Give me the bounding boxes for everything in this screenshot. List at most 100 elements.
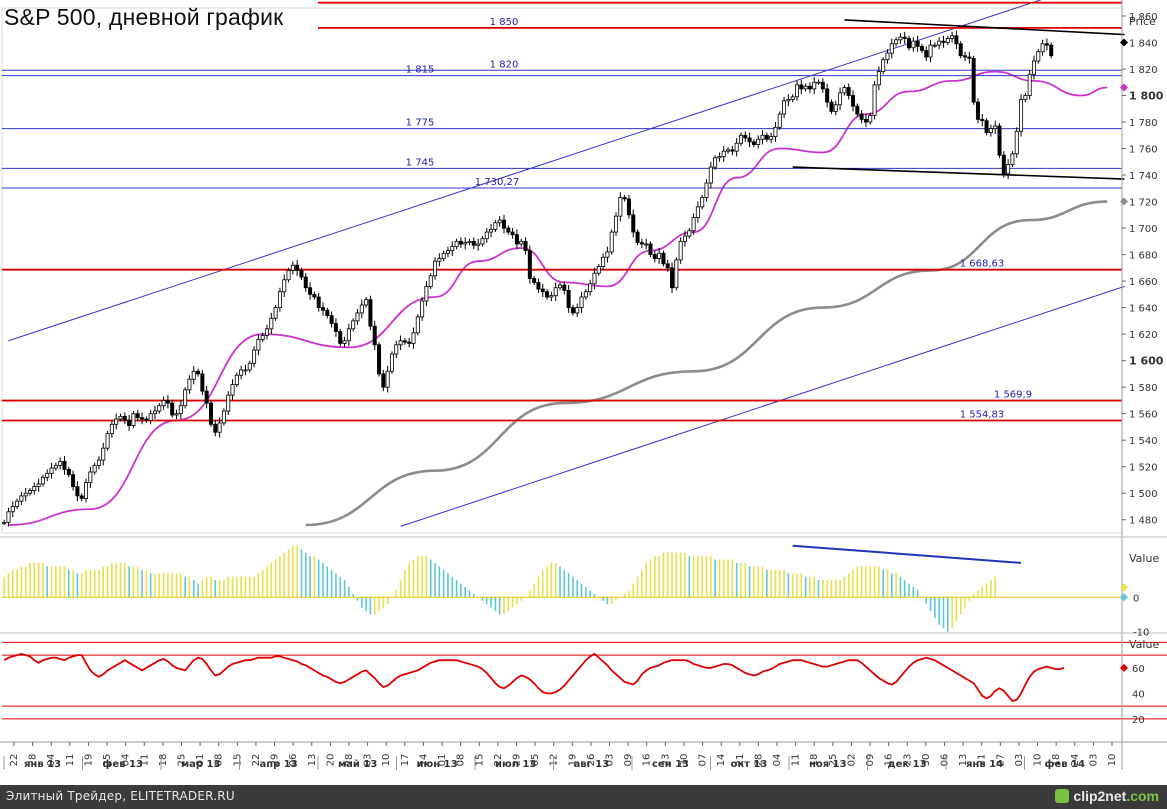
time-axis-tick-label: 15	[232, 754, 243, 767]
time-axis-tick-label: 06	[288, 754, 299, 767]
price-bar-body	[579, 296, 584, 309]
price-bar-body	[639, 242, 644, 245]
level-label: 1 820	[490, 59, 519, 70]
price-bar-body	[105, 433, 110, 449]
time-axis-tick-label: 25	[102, 754, 113, 767]
time-axis-tick-label: 11	[139, 754, 150, 767]
price-bar-body	[575, 307, 580, 314]
level-label: 1 815	[406, 65, 435, 76]
price-bar-body	[932, 44, 937, 47]
price-bar-body	[549, 295, 554, 298]
level-label: 1 870	[490, 0, 519, 3]
price-bar-body	[260, 335, 265, 340]
month-label: май 13	[338, 759, 377, 770]
price-bar-body	[239, 369, 244, 376]
price-bar-body	[53, 464, 58, 469]
price-bar-body	[894, 39, 899, 45]
price-bar-body	[536, 282, 541, 290]
month-label: окт 13	[731, 759, 768, 770]
footer-brand[interactable]: clip2net.com	[1055, 788, 1159, 804]
price-axis-tick-label: 1 540	[1129, 436, 1158, 447]
level-label: 1 745	[406, 157, 435, 168]
footer-source-text[interactable]: Элитный Трейдер, ELITETRADER.RU	[6, 789, 235, 803]
price-bar-body	[609, 231, 614, 253]
price-bar-body	[71, 474, 76, 487]
price-bar-body	[493, 222, 498, 230]
time-axis-tick-label: 21	[977, 754, 988, 767]
price-bar-body	[1010, 153, 1015, 165]
price-bar-body	[157, 405, 162, 412]
price-bar-body	[62, 461, 67, 470]
price-bar-body	[58, 461, 63, 466]
price-bar-body	[135, 413, 140, 419]
time-axis-tick-label: 29	[270, 754, 281, 767]
price-bar-body	[760, 134, 765, 140]
time-axis-tick-label: 03	[1014, 754, 1025, 767]
price-axis-tick-label: 1 800	[1129, 90, 1164, 103]
level-label: 1 775	[406, 118, 435, 129]
time-axis-tick-label: 03	[363, 754, 374, 767]
price-bar-body	[764, 134, 769, 140]
price-bar-body	[562, 284, 567, 291]
price-bar-body	[398, 340, 403, 346]
time-axis-tick-label: 03	[605, 754, 616, 767]
price-panel: 1 870 1 850 1 820 1 815 1 775 1 745 1 730,27 1 …	[1, 0, 1125, 534]
price-bar-body	[652, 254, 657, 259]
time-axis-tick-label: 04	[772, 754, 783, 767]
price-bar-body	[28, 490, 33, 494]
price-bar-body	[691, 217, 696, 232]
price-bar-body	[277, 291, 282, 309]
time-axis-tick-label: 25	[176, 754, 187, 767]
price-bar-body	[402, 340, 407, 343]
price-bar-body	[911, 40, 916, 49]
triangle-upper-line	[844, 19, 1125, 36]
price-bar-body	[290, 264, 295, 271]
price-bar-body	[1040, 43, 1045, 53]
time-axis-tick-label: 15	[474, 754, 485, 767]
price-bar-body	[252, 349, 257, 364]
price-bar-body	[523, 240, 528, 252]
price-bar-body	[648, 243, 653, 255]
time-axis-tick-label: 23	[902, 754, 913, 767]
time-axis-tick-label: 08	[456, 754, 467, 767]
time-axis-tick-label: 10	[1107, 754, 1118, 767]
time-axis-tick-label: 18	[158, 754, 169, 767]
price-bar-body	[1019, 99, 1024, 132]
price-bar-body	[678, 240, 683, 261]
price-bar-body	[161, 400, 166, 407]
price-bar-body	[286, 270, 291, 281]
price-bar-body	[84, 482, 89, 499]
price-bar-body	[79, 495, 84, 499]
month-label: фев 14	[1045, 758, 1085, 770]
month-label: дек 13	[888, 759, 927, 770]
price-axis-tick-label: 1 520	[1129, 463, 1158, 474]
price-bar-body	[476, 243, 481, 246]
month-label: сен 13	[652, 759, 689, 770]
price-bar-body	[338, 331, 343, 344]
price-axis-tick-label: 1 740	[1129, 171, 1158, 182]
time-axis-tick-label: 12	[549, 754, 560, 767]
price-bar-body	[786, 99, 791, 102]
price-bar-body	[165, 400, 170, 404]
time-axis-tick-label: 07	[698, 754, 709, 767]
time-axis-tick-label: 13	[307, 754, 318, 767]
price-bar-body	[1031, 60, 1036, 75]
time-axis-tick-label: 11	[65, 754, 76, 767]
price-bar-body	[945, 38, 950, 43]
price-bar-body	[36, 483, 41, 487]
price-bar-body	[299, 270, 304, 278]
time-axis-tick-label: 19	[83, 754, 94, 767]
price-bar-body	[859, 113, 864, 120]
price-bar-body	[385, 370, 390, 388]
level-label: 1 554,83	[960, 410, 1005, 421]
oscillator-marker-down	[1120, 593, 1128, 602]
time-axis-tick-label: 30	[679, 754, 690, 767]
price-bar-body	[480, 238, 485, 245]
price-axis-tick-label: 1 780	[1129, 118, 1158, 129]
price-bar-body	[346, 328, 351, 342]
time-axis-tick-label: 18	[1051, 754, 1062, 767]
price-bar-body	[665, 263, 670, 269]
time-axis-tick-label: 16	[884, 754, 895, 767]
price-bar-body	[273, 307, 278, 319]
